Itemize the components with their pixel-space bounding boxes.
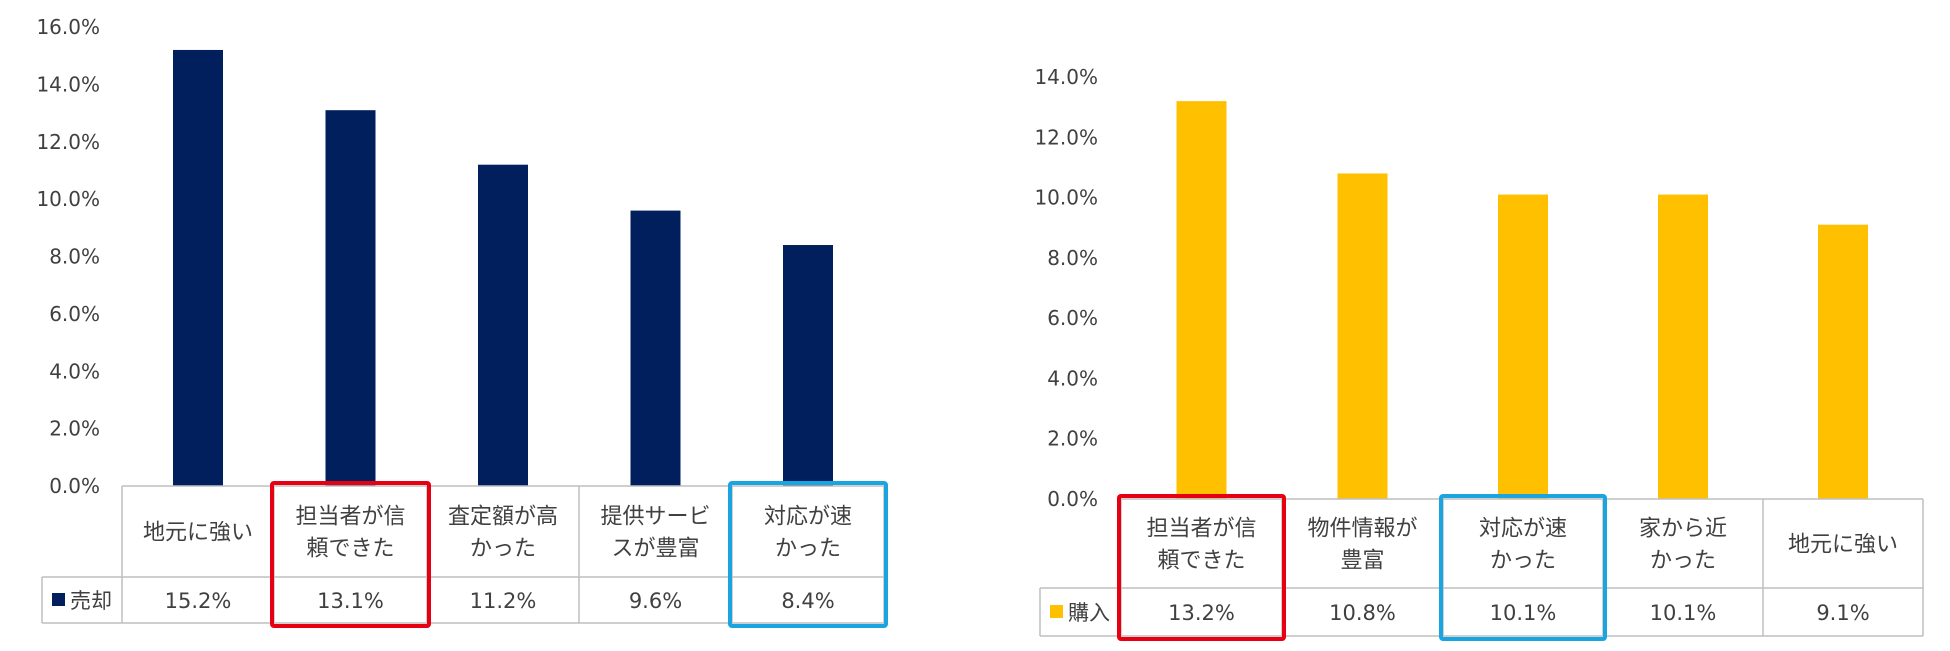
category-label: 家から近 [1639,517,1727,542]
category-label: 地元に強い [143,521,253,546]
bar [783,245,833,486]
legend-swatch [1050,605,1063,618]
bar [630,210,681,486]
bar [1658,194,1708,500]
y-tick-label: 14.0% [1034,65,1098,89]
category-label: 頼できた [306,537,394,562]
category-label: 提供サービ [600,505,710,530]
data-label: 13.2% [1168,601,1235,625]
category-label: 地元に強い [1788,533,1898,558]
data-label: 9.1% [1816,601,1869,625]
highlight-box [728,481,888,628]
y-tick-label: 6.0% [49,302,100,326]
y-tick-label: 2.0% [1047,427,1098,451]
category-label: 対応が速 [1479,517,1567,542]
data-label: 10.1% [1490,601,1557,625]
bar [1176,101,1227,499]
y-tick-label: 2.0% [49,417,100,441]
highlight-box [1439,494,1607,641]
bar [478,164,528,486]
category-label: かった [1490,549,1556,574]
highlight-box [1117,494,1286,641]
y-tick-label: 4.0% [1047,366,1098,390]
y-tick-label: 10.0% [1034,186,1098,210]
data-label: 8.4% [781,589,834,613]
category-label: 頼できた [1157,549,1245,574]
chart-2: 0.0% 2.0% 4.0% 6.0% 8.0% 10.0% 12.0% 14.0% 担当者が信… [1034,65,1924,641]
legend-label: 売却 [70,589,112,613]
highlight-box [270,481,431,628]
chart-1: 0.0% 2.0% 4.0% 6.0% 8.0% 10.0% 12.0% 14.0% 16.0%… [36,15,888,628]
bar [173,49,223,486]
category-label: 豊富 [1340,549,1384,574]
y-tick-label: 0.0% [1047,487,1098,511]
legend-swatch [52,593,65,606]
category-label: スが豊富 [611,537,699,562]
y-tick-label: 0.0% [49,474,100,498]
category-label: 物件情報が [1307,517,1417,542]
data-label: 15.2% [165,589,232,613]
y-tick-label: 12.0% [1034,125,1098,149]
category-label: 査定額が高 [448,505,558,530]
category-label: かった [470,537,536,562]
bar [325,110,376,486]
category-label: かった [775,537,841,562]
y-tick-label: 16.0% [36,15,100,39]
data-label: 10.8% [1329,601,1396,625]
category-label: 対応が速 [764,505,852,530]
data-label: 9.6% [629,589,682,613]
y-tick-label: 12.0% [36,130,100,154]
y-tick-label: 4.0% [49,359,100,383]
category-label: かった [1650,549,1716,574]
y-tick-label: 8.0% [1047,246,1098,270]
bar [1498,194,1548,500]
data-label: 13.1% [317,589,384,613]
legend-label: 購入 [1068,601,1110,625]
y-tick-label: 6.0% [1047,306,1098,330]
category-label: 担当者が信 [295,505,405,530]
category-label: 担当者が信 [1146,517,1256,542]
data-label: 11.2% [470,589,537,613]
y-tick-label: 8.0% [49,245,100,269]
y-tick-label: 14.0% [36,72,100,96]
y-tick-label: 10.0% [36,187,100,211]
bar [1337,173,1388,499]
data-label: 10.1% [1650,601,1717,625]
bar [1818,224,1868,499]
